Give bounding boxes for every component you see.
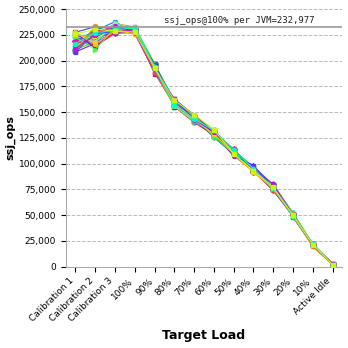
X-axis label: Target Load: Target Load (163, 330, 246, 342)
Y-axis label: ssj_ops: ssj_ops (6, 116, 16, 160)
Text: ssj_ops@100% per JVM=232,977: ssj_ops@100% per JVM=232,977 (165, 16, 315, 25)
